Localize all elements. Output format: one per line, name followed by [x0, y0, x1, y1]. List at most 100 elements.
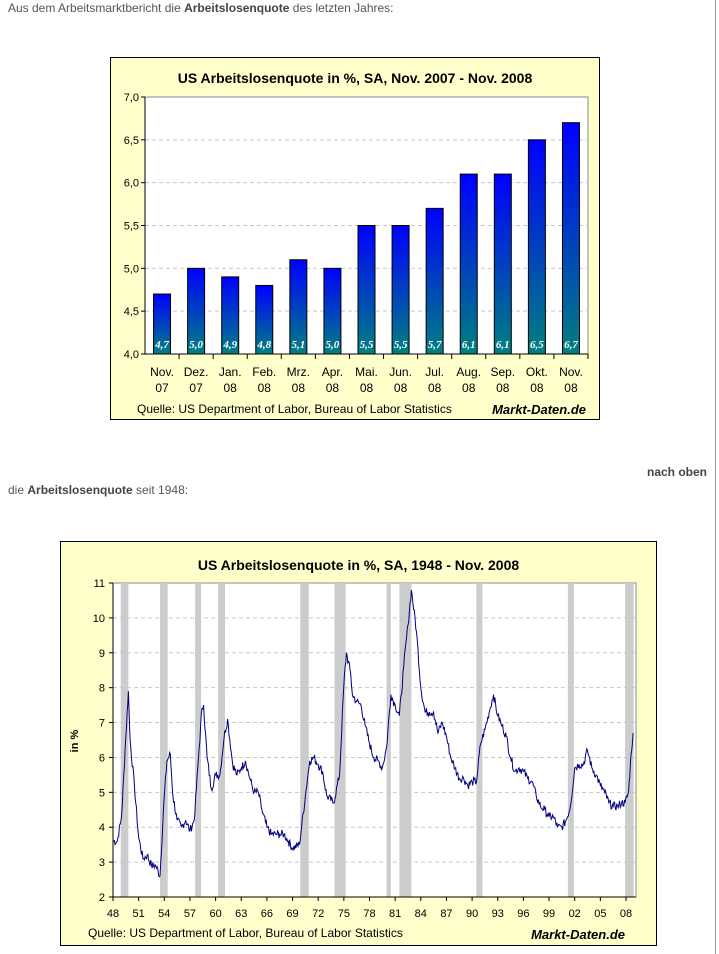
- data-label: 6,1: [496, 339, 510, 351]
- intro-text-2: die Arbeitslosenquote seit 1948:: [8, 483, 188, 497]
- x-tick-label: 81: [389, 908, 401, 920]
- y-tick-label: 7: [99, 718, 105, 730]
- recession-band: [476, 583, 483, 897]
- recession-band: [399, 583, 412, 897]
- y-tick-label: 6,5: [124, 135, 139, 147]
- intro-bold: Arbeitslosenquote: [184, 1, 290, 15]
- x-tick-label: Nov.: [559, 365, 583, 379]
- x-tick-label: 07: [189, 381, 203, 395]
- y-tick-label: 6,0: [124, 178, 139, 190]
- x-tick-label: 08: [462, 381, 476, 395]
- recession-band: [160, 583, 168, 897]
- y-tick-label: 4,0: [124, 349, 139, 361]
- x-tick-label: Mai.: [355, 365, 378, 379]
- intro-text-1: Aus dem Arbeitsmarktbericht die Arbeitsl…: [8, 1, 394, 15]
- x-tick-label: 48: [107, 908, 119, 920]
- bar: [425, 207, 444, 355]
- chart-source: Quelle: US Department of Labor, Bureau o…: [88, 926, 403, 940]
- bar: [459, 173, 478, 355]
- x-tick-label: Aug.: [456, 365, 481, 379]
- intro-text: seit 1948:: [132, 483, 189, 497]
- bar: [187, 267, 206, 355]
- recession-band: [195, 583, 202, 897]
- recession-band: [300, 583, 309, 897]
- intro-text: des letzten Jahres:: [289, 1, 394, 15]
- bar: [255, 284, 274, 355]
- y-tick-label: 4: [99, 822, 105, 834]
- x-tick-label: 08: [326, 381, 340, 395]
- x-tick-label: 69: [286, 908, 298, 920]
- intro-bold: Arbeitslosenquote: [27, 483, 133, 497]
- data-label: 4,8: [256, 339, 271, 351]
- y-tick-label: 5,5: [124, 221, 139, 233]
- recession-band: [567, 583, 574, 897]
- x-tick-label: 08: [530, 381, 544, 395]
- x-tick-label: 08: [564, 381, 578, 395]
- y-tick-label: 2: [99, 892, 105, 904]
- bar: [493, 173, 512, 355]
- y-tick-label: 3: [99, 857, 105, 869]
- page-border: [715, 0, 716, 954]
- brand-logo: Markt-Daten.de: [531, 927, 625, 942]
- x-tick-label: 08: [292, 381, 306, 395]
- x-tick-label: 96: [517, 908, 529, 920]
- chart-title: US Arbeitslosenquote in %, SA, 1948 - No…: [198, 557, 520, 573]
- y-tick-label: 7,0: [124, 92, 139, 104]
- line-chart-historic: US Arbeitslosenquote in %, SA, 1948 - No…: [60, 541, 657, 946]
- bar: [221, 276, 240, 355]
- unemployment-line: [112, 589, 634, 878]
- x-tick-label: 51: [133, 908, 145, 920]
- bar: [527, 139, 546, 355]
- recession-band: [218, 583, 226, 897]
- x-tick-label: 75: [338, 908, 350, 920]
- x-tick-label: 08: [620, 908, 632, 920]
- y-tick-label: 5: [99, 787, 105, 799]
- y-tick-label: 6: [99, 752, 105, 764]
- data-label: 6,5: [530, 339, 544, 351]
- x-tick-label: 05: [594, 908, 606, 920]
- recession-band: [120, 583, 129, 897]
- data-label: 5,5: [360, 339, 374, 351]
- x-tick-label: 57: [184, 908, 196, 920]
- x-tick-label: 90: [466, 908, 478, 920]
- x-tick-label: Jul.: [425, 365, 444, 379]
- x-tick-label: 99: [543, 908, 555, 920]
- x-tick-label: 08: [224, 381, 238, 395]
- bar: [289, 259, 308, 355]
- x-tick-label: Jan.: [219, 365, 242, 379]
- data-label: 6,1: [462, 339, 476, 351]
- intro-text: Aus dem Arbeitsmarktbericht die: [8, 1, 185, 15]
- data-label: 6,7: [564, 339, 578, 351]
- x-tick-label: 08: [496, 381, 510, 395]
- plot-area: [112, 582, 637, 898]
- data-label: 5,7: [428, 339, 442, 351]
- y-tick-label: 9: [99, 648, 105, 660]
- x-tick-label: Apr.: [322, 365, 343, 379]
- brand-logo: Markt-Daten.de: [492, 402, 586, 417]
- x-tick-label: 72: [312, 908, 324, 920]
- y-tick-label: 8: [99, 683, 105, 695]
- recession-band: [386, 583, 391, 897]
- intro-text: die: [8, 483, 28, 497]
- data-label: 5,5: [394, 339, 408, 351]
- back-to-top-link[interactable]: nach oben: [646, 465, 707, 479]
- x-tick-label: Jun.: [389, 365, 412, 379]
- x-tick-label: 66: [261, 908, 273, 920]
- x-tick-label: 60: [209, 908, 221, 920]
- x-tick-label: 07: [155, 381, 169, 395]
- x-tick-label: Dez.: [184, 365, 209, 379]
- x-tick-label: 08: [428, 381, 442, 395]
- data-label: 5,0: [189, 339, 203, 351]
- data-label: 5,1: [291, 339, 305, 351]
- x-tick-label: 54: [158, 908, 170, 920]
- x-tick-label: Feb.: [252, 365, 276, 379]
- data-label: 4,9: [222, 339, 237, 351]
- chart-title: US Arbeitslosenquote in %, SA, Nov. 2007…: [178, 70, 533, 86]
- x-tick-label: 02: [569, 908, 581, 920]
- bar: [153, 293, 172, 355]
- y-tick-label: 11: [94, 578, 105, 590]
- x-tick-label: Okt.: [526, 365, 548, 379]
- x-tick-label: 93: [492, 908, 504, 920]
- x-tick-label: 63: [235, 908, 247, 920]
- data-label: 4,7: [154, 339, 169, 351]
